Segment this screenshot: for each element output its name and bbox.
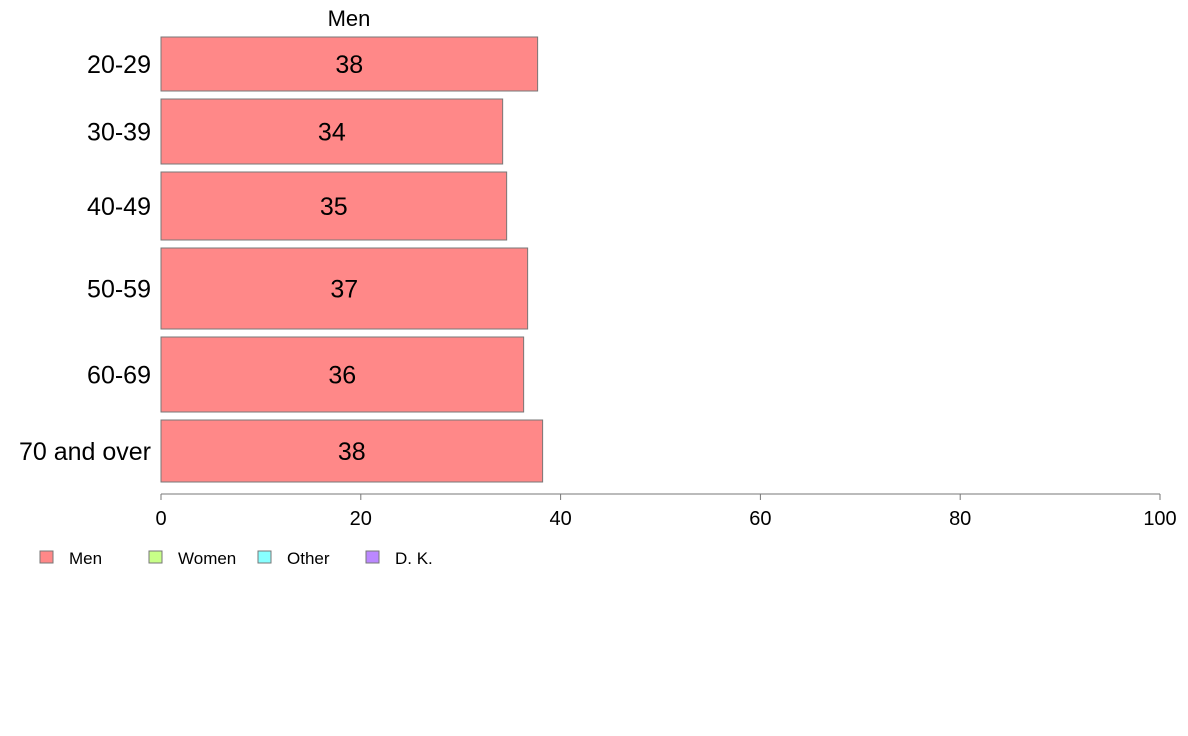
x-tick-label: 20 — [350, 508, 372, 530]
bar-value-label: 36 — [328, 362, 356, 390]
category-label: 40-49 — [87, 193, 151, 221]
bar-value-label: 35 — [320, 193, 348, 221]
bar — [160, 171, 508, 241]
x-tick-label: 100 — [1143, 508, 1176, 530]
panel-title: Men — [328, 6, 371, 31]
legend-swatch — [365, 550, 380, 564]
x-axis: 0 20 40 60 80 100 — [155, 493, 1177, 530]
legend-swatch — [39, 550, 54, 564]
bar — [160, 336, 525, 413]
x-tick-label: 60 — [749, 508, 771, 530]
legend-swatch — [257, 550, 272, 564]
bar-value-label: 37 — [330, 276, 358, 304]
x-tick-label: 80 — [949, 508, 971, 530]
bar-value-label: 38 — [335, 51, 363, 79]
legend-label: Men — [69, 549, 102, 568]
bar — [160, 98, 504, 165]
category-label: 30-39 — [87, 119, 151, 147]
bar — [160, 247, 529, 330]
category-label: 60-69 — [87, 362, 151, 390]
bar — [160, 419, 544, 483]
category-label: 50-59 — [87, 276, 151, 304]
x-tick-label: 0 — [155, 508, 166, 530]
bar-value-label: 38 — [338, 438, 366, 466]
bar-value-label: 34 — [318, 119, 346, 147]
legend-swatch — [148, 550, 163, 564]
legend-label: Women — [178, 549, 236, 568]
x-tick-label: 40 — [549, 508, 571, 530]
category-label: 20-29 — [87, 51, 151, 79]
legend-label: D. K. — [395, 549, 433, 568]
bars-group: 38 20-29 34 30-39 35 40-49 37 50-59 36 60-69 38 70 … — [19, 36, 544, 483]
bar — [160, 36, 539, 92]
category-label: 70 and over — [19, 438, 151, 466]
legend: Men Women Other D. K. — [39, 549, 433, 568]
legend-label: Other — [287, 549, 330, 568]
